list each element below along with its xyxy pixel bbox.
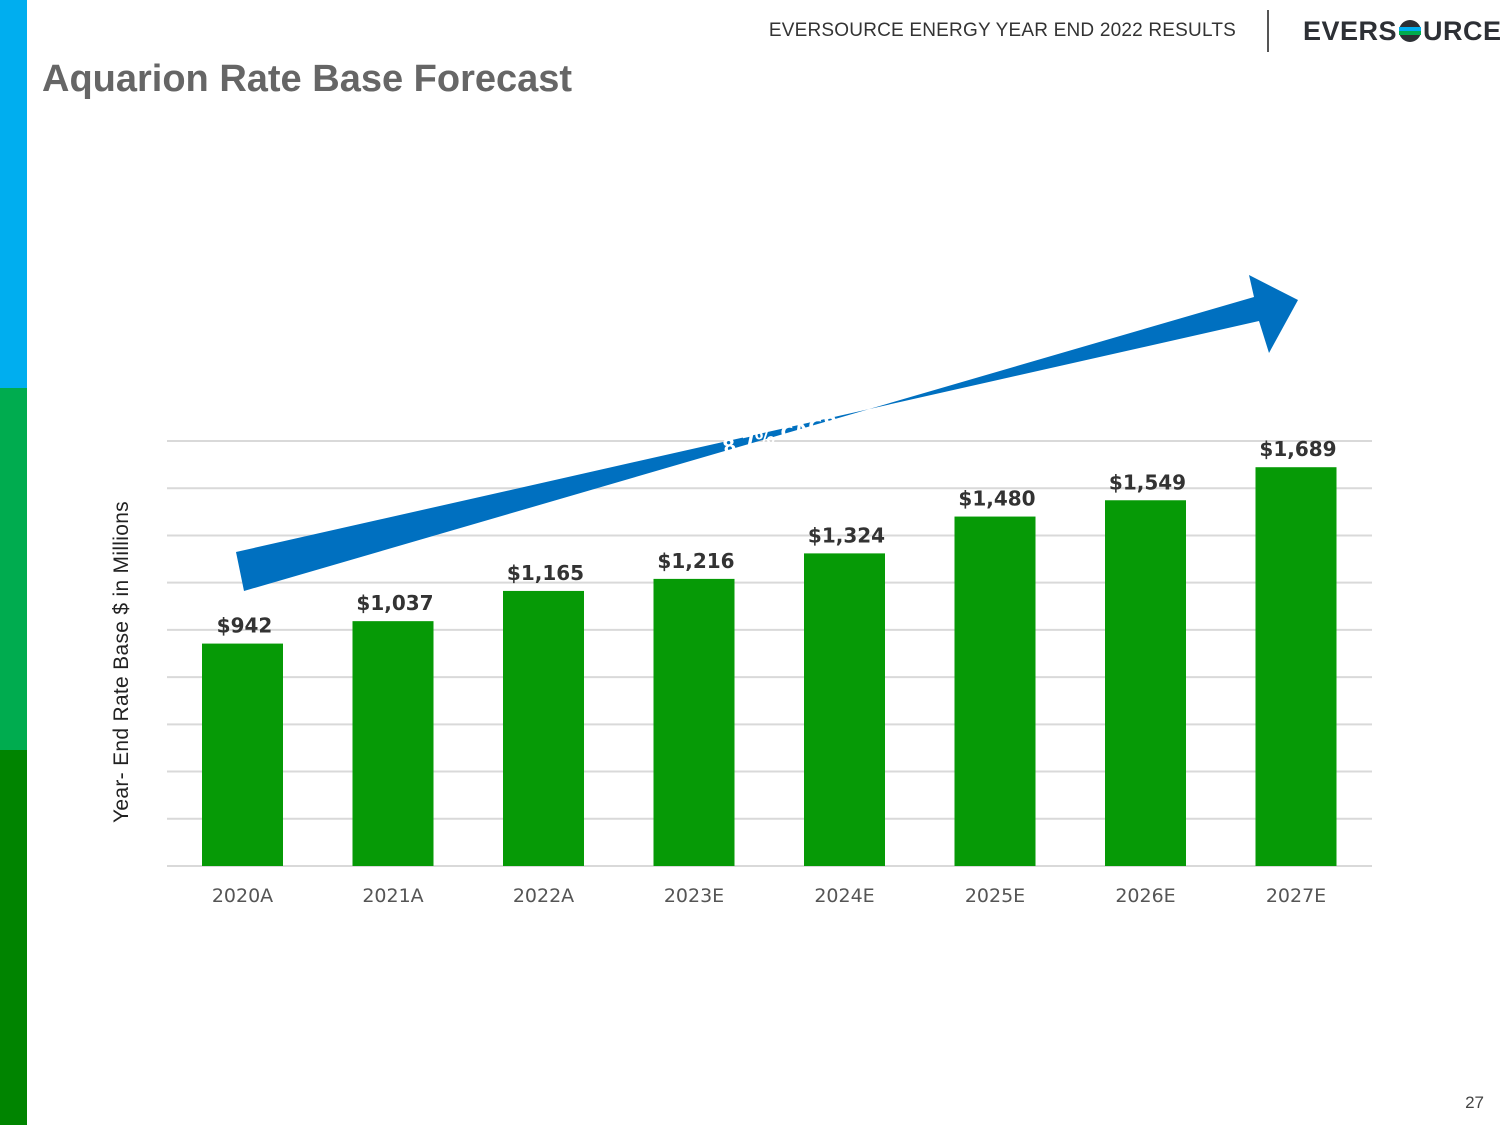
data-label-2027E: $1,689 <box>1259 437 1336 461</box>
accent-bar-blue <box>0 0 27 388</box>
cagr-arrow <box>236 275 1298 591</box>
x-tick-2024E: 2024E <box>814 885 874 907</box>
accent-bar-dark-green <box>0 750 27 1125</box>
bar-2027E <box>1255 467 1337 866</box>
page-title: Aquarion Rate Base Forecast <box>42 58 573 100</box>
bar-2026E <box>1105 500 1186 866</box>
logo-text-right: URCE <box>1423 16 1500 46</box>
bar-2021A <box>352 621 434 866</box>
eversource-logo: EVERS URCE <box>1303 14 1500 48</box>
gridlines <box>167 440 1372 867</box>
data-label-2022A: $1,165 <box>507 561 584 585</box>
data-label-2023E: $1,216 <box>657 549 734 573</box>
data-label-2025E: $1,480 <box>958 487 1035 511</box>
x-tick-2026E: 2026E <box>1115 885 1175 907</box>
x-tick-2022A: 2022A <box>513 885 574 907</box>
header-divider <box>1267 10 1269 52</box>
data-labels: $942 $1,037 $1,165 $1,216 $1,324 $1,480 $1,549… <box>217 437 1337 637</box>
bar-2022A <box>503 590 584 866</box>
x-tick-2021A: 2021A <box>362 885 423 907</box>
x-tick-labels: 2020A 2021A 2022A 2023E 2024E 2025E 2026E 2027E <box>212 885 1326 907</box>
bar-2020A <box>202 643 283 866</box>
accent-bar-green <box>0 388 27 750</box>
x-tick-2027E: 2027E <box>1266 885 1326 907</box>
data-label-2021A: $1,037 <box>356 591 433 615</box>
logo-o-icon <box>1399 19 1422 42</box>
cagr-label: 8.7% CAGR <box>721 411 841 459</box>
x-tick-2023E: 2023E <box>664 885 724 907</box>
logo-text-left: EVERS <box>1303 16 1398 46</box>
page-number: 27 <box>1465 1093 1484 1112</box>
bar-2024E <box>804 553 885 866</box>
x-tick-2025E: 2025E <box>965 885 1025 907</box>
bars <box>202 467 1337 866</box>
data-label-2024E: $1,324 <box>808 523 885 547</box>
data-label-2020A: $942 <box>217 614 273 638</box>
bar-2025E <box>954 516 1036 866</box>
bar-2023E <box>653 578 735 866</box>
x-tick-2020A: 2020A <box>212 885 273 907</box>
data-label-2026E: $1,549 <box>1109 470 1186 494</box>
report-title: EVERSOURCE ENERGY YEAR END 2022 RESULTS <box>768 20 1236 41</box>
